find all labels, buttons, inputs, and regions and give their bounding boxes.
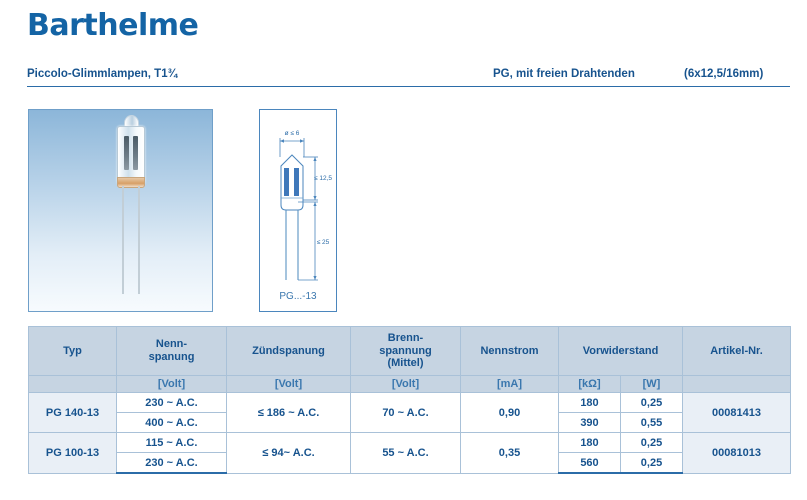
- cell-typ: PG 140-13: [28, 392, 117, 433]
- dim-arrow-down-2: [313, 276, 317, 280]
- cell-artikelnr: 00081413: [682, 392, 791, 433]
- cell-watt: 0,25: [620, 432, 683, 453]
- unit-watt: [W]: [620, 375, 683, 393]
- table-body: PG 140-13 230 ~ A.C. ≤ 186 ~ A.C. 70 ~ A…: [28, 392, 791, 474]
- technical-drawing-svg: ø ≤ 6 ≤ 12,5 ≤ 25 PG...-13: [279, 130, 332, 302]
- cell-artikelnr: 00081013: [682, 432, 791, 474]
- unit-zuendspannung: [Volt]: [226, 375, 351, 393]
- lamp-electrode-right: [133, 136, 138, 170]
- dim-arrow-down-1: [313, 196, 317, 200]
- brand-logo: Barthelme: [27, 8, 199, 43]
- table-unit-row: [Volt] [Volt] [Volt] [mA] [kΩ] [W]: [28, 375, 791, 393]
- lamp-glass-envelope: [117, 126, 145, 186]
- dim-arrow-left: [280, 139, 284, 143]
- bulb-electrode-right: [294, 168, 299, 196]
- table-row: 230 ~ A.C. 560 0,25: [29, 452, 791, 474]
- header-vorwiderstand: Vorwiderstand: [558, 326, 683, 376]
- table-row: PG 140-13 230 ~ A.C. ≤ 186 ~ A.C. 70 ~ A…: [28, 392, 791, 433]
- lamp-lead-wire-right: [138, 186, 140, 294]
- bulb-electrode-left: [284, 168, 289, 196]
- table-row: PG 100-13 115 ~ A.C. ≤ 94~ A.C. 55 ~ A.C…: [28, 432, 791, 474]
- cell-kohm: 390: [558, 412, 621, 433]
- cell-nennstrom: 0,35: [460, 432, 559, 474]
- dim-diameter-label: ø ≤ 6: [285, 130, 300, 137]
- cell-nennspannung: 230 ~ A.C.: [116, 392, 227, 413]
- header-artikelnr: Artikel-Nr.: [682, 326, 791, 376]
- cell-nennspannung: 400 ~ A.C.: [116, 412, 227, 433]
- unit-nennspannung: [Volt]: [116, 375, 227, 393]
- cell-nennspannung: 230 ~ A.C.: [116, 452, 227, 474]
- cell-watt: 0,25: [620, 452, 683, 474]
- lamp-lead-wire-left: [122, 186, 124, 294]
- lamp-electrode-left: [124, 136, 129, 170]
- unit-kohm: [kΩ]: [558, 375, 621, 393]
- header-brennspannung-line2: spannung: [379, 344, 432, 357]
- unit-artikelnr: [682, 375, 791, 393]
- dim-arrow-up-2: [313, 202, 317, 206]
- technical-drawing: ø ≤ 6 ≤ 12,5 ≤ 25 PG...-13: [259, 109, 337, 312]
- header-nennspannung-line2: spanung: [148, 351, 195, 363]
- header-brennspannung: Brenn- spannung (Mittel): [350, 326, 461, 376]
- header-zuendspannung: Zündspanung: [226, 326, 351, 376]
- cell-kohm: 560: [558, 452, 621, 474]
- dim-arrow-up-1: [313, 157, 317, 161]
- unit-brennspannung: [Volt]: [350, 375, 461, 393]
- cell-kohm: 180: [558, 432, 621, 453]
- cell-kohm: 180: [558, 392, 621, 413]
- cell-nennspannung: 115 ~ A.C.: [116, 432, 227, 453]
- dim-arrow-right: [300, 139, 304, 143]
- cell-nennstrom: 0,90: [460, 392, 559, 433]
- header-nennstrom: Nennstrom: [460, 326, 559, 376]
- header-nennspannung: Nenn- spanung: [116, 326, 227, 376]
- subtitle-middle: PG, mit freien Drahtenden: [493, 68, 635, 80]
- subtitle-left: Piccolo-Glimmlampen, T1¾: [27, 68, 178, 80]
- dim-bulb-height-label: ≤ 12,5: [314, 175, 332, 182]
- cell-watt: 0,25: [620, 392, 683, 413]
- dim-wire-length-label: ≤ 25: [317, 239, 330, 246]
- table-header-row: Typ Nenn- spanung Zündspanung Brenn- spa…: [28, 326, 791, 376]
- header-brennspannung-line3: (Mittel): [387, 357, 424, 370]
- specification-table: Typ Nenn- spanung Zündspanung Brenn- spa…: [28, 326, 791, 474]
- drawing-caption: PG...-13: [279, 291, 317, 302]
- cell-zuendspannung: ≤ 186 ~ A.C.: [226, 392, 351, 433]
- subtitle-divider: [27, 86, 790, 87]
- cell-brennspannung: 55 ~ A.C.: [350, 432, 461, 474]
- cell-typ: PG 100-13: [28, 432, 117, 474]
- subtitle-right: (6x12,5/16mm): [684, 68, 764, 80]
- unit-nennstrom: [mA]: [460, 375, 559, 393]
- subtitle-bar: Piccolo-Glimmlampen, T1¾ PG, mit freien …: [0, 68, 807, 92]
- cell-brennspannung: 70 ~ A.C.: [350, 392, 461, 433]
- header-typ: Typ: [28, 326, 117, 376]
- unit-typ: [28, 375, 117, 393]
- header-brennspannung-line1: Brenn-: [387, 331, 424, 344]
- product-photo: [28, 109, 213, 312]
- header-nennspannung-line1: Nenn-: [155, 338, 188, 351]
- cell-watt: 0,55: [620, 412, 683, 433]
- lamp-base: [117, 177, 145, 188]
- cell-zuendspannung: ≤ 94~ A.C.: [226, 432, 351, 474]
